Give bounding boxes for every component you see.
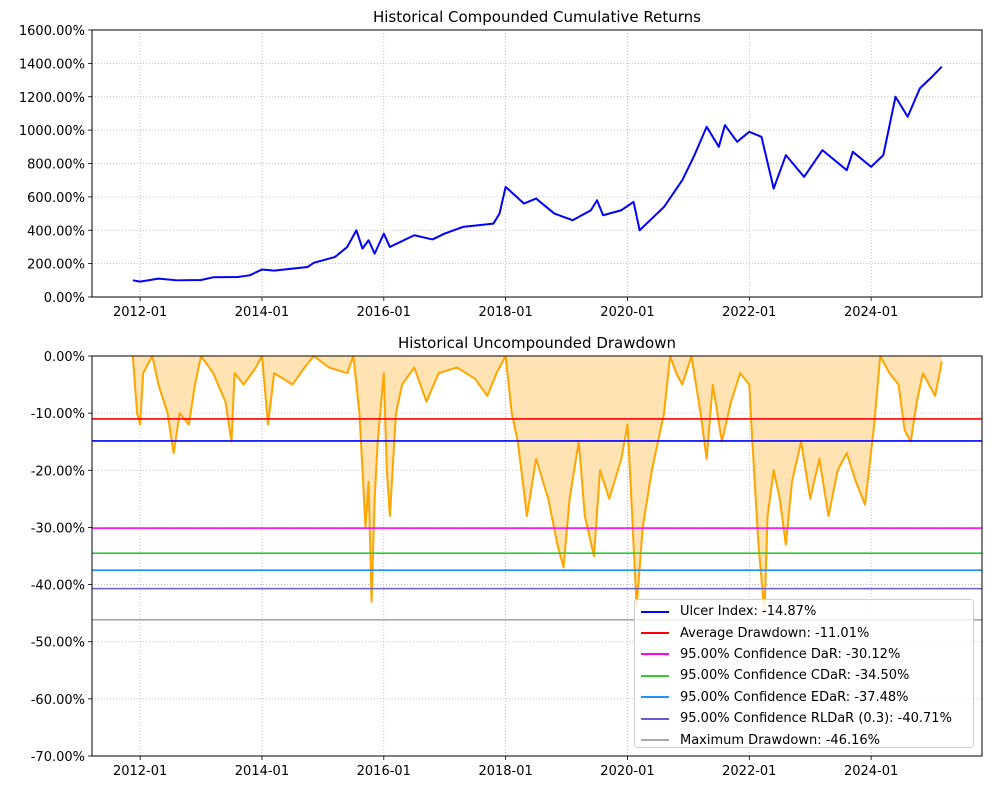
top-chart-title: Historical Compounded Cumulative Returns	[373, 8, 701, 26]
x-tick-label: 2016-01	[357, 764, 411, 779]
legend-label: Ulcer Index: -14.87%	[680, 604, 817, 620]
x-tick-label: 2024-01	[844, 305, 898, 320]
x-tick-label: 2022-01	[722, 305, 776, 320]
y-tick-label: 0.00%	[44, 291, 85, 306]
bottom-chart-title: Historical Uncompounded Drawdown	[398, 334, 676, 352]
x-tick-label: 2018-01	[478, 305, 532, 320]
legend-line-swatch	[641, 653, 669, 656]
drawdown-line	[131, 356, 943, 615]
plot-area	[92, 356, 982, 621]
legend-label: 95.00% Confidence RLDaR (0.3): -40.71%	[680, 711, 952, 727]
legend-label: 95.00% Confidence DaR: -30.12%	[680, 646, 901, 662]
y-tick-label: 600.00%	[27, 191, 85, 206]
legend-line-swatch	[641, 739, 669, 742]
legend-line-swatch	[641, 717, 669, 720]
y-tick-label: -60.00%	[31, 693, 85, 708]
y-tick-label: 400.00%	[27, 224, 85, 239]
y-tick-label: -40.00%	[31, 579, 85, 594]
legend-entry: Average Drawdown: -11.01%	[635, 622, 973, 643]
legend-entry: 95.00% Confidence CDaR: -34.50%	[635, 665, 973, 686]
y-tick-label: 1000.00%	[19, 124, 85, 139]
x-tick-label: 2012-01	[113, 764, 167, 779]
legend-line-swatch	[641, 696, 669, 699]
y-tick-label: -20.00%	[31, 464, 85, 479]
x-tick-label: 2018-01	[478, 764, 532, 779]
axes-frame	[91, 29, 983, 298]
y-tick-label: -30.00%	[31, 521, 85, 536]
legend-entry: 95.00% Confidence RLDaR (0.3): -40.71%	[635, 708, 973, 729]
y-tick-label: 0.00%	[44, 350, 85, 365]
legend-label: 95.00% Confidence EDaR: -37.48%	[680, 689, 909, 705]
top-axes: 2012-01 2014-01 2016-01 2018-01 2020-01 2022-…	[19, 24, 983, 320]
y-tick-label: 1200.00%	[19, 91, 85, 106]
cumulative-returns-line	[132, 66, 943, 283]
y-tick-label: -10.00%	[31, 407, 85, 422]
x-tick-label: 2016-01	[357, 305, 411, 320]
drawdown-legend: Ulcer Index: -14.87% Average Drawdown: -1…	[634, 599, 974, 748]
drawdown-area	[132, 356, 942, 614]
y-tick-label: -70.00%	[31, 750, 85, 765]
y-tick-label: 1400.00%	[19, 57, 85, 72]
y-tick-label: 800.00%	[27, 158, 85, 173]
x-tick-label: 2020-01	[600, 305, 654, 320]
y-tick-label: 200.00%	[27, 258, 85, 273]
legend-entry: Ulcer Index: -14.87%	[635, 601, 973, 622]
x-tick-label: 2020-01	[600, 764, 654, 779]
y-tick-label: 1600.00%	[19, 24, 85, 39]
legend-entry: Maximum Drawdown: -46.16%	[635, 729, 973, 750]
plot-area	[132, 66, 943, 283]
legend-line-swatch	[641, 610, 669, 613]
x-tick-label: 2014-01	[235, 305, 289, 320]
legend-entry: 95.00% Confidence DaR: -30.12%	[635, 644, 973, 665]
legend-line-swatch	[641, 674, 669, 677]
x-tick-label: 2012-01	[113, 305, 167, 320]
axes-frame	[91, 355, 983, 757]
legend-label: Average Drawdown: -11.01%	[680, 625, 870, 641]
bottom-axes: 2012-01 2014-01 2016-01 2018-01 2020-01 2022-…	[31, 350, 983, 779]
x-tick-label: 2014-01	[235, 764, 289, 779]
legend-line-swatch	[641, 632, 669, 635]
x-tick-label: 2022-01	[722, 764, 776, 779]
legend-label: Maximum Drawdown: -46.16%	[680, 732, 880, 748]
y-tick-label: -50.00%	[31, 636, 85, 651]
x-tick-label: 2024-01	[844, 764, 898, 779]
legend-label: 95.00% Confidence CDaR: -34.50%	[680, 668, 910, 684]
legend-entry: 95.00% Confidence EDaR: -37.48%	[635, 687, 973, 708]
